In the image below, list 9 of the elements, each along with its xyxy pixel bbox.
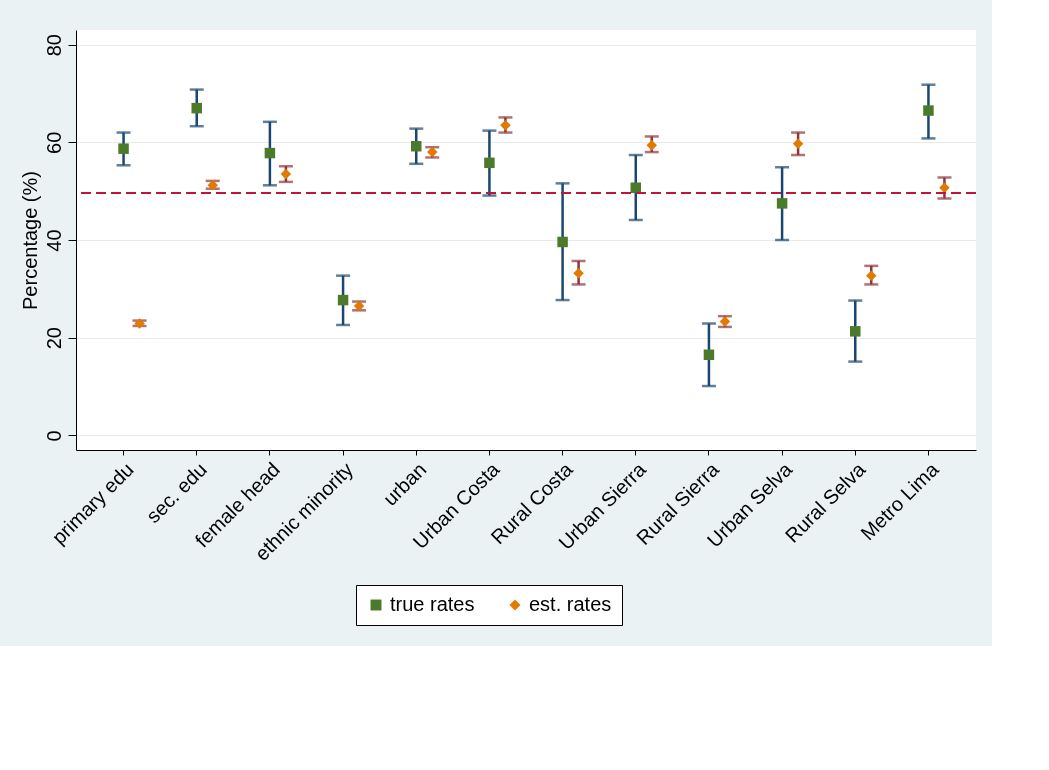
y-axis-title: Percentage (%) [18,171,41,310]
y-tick-label: 60 [42,131,65,154]
legend-label: true rates [390,593,475,615]
y-tick-label: 40 [42,229,65,252]
y-tick-label: 80 [42,34,65,57]
x-tick-label: sec. edu [141,458,211,528]
y-tick-label: 20 [42,327,65,350]
legend-label: est. rates [529,593,612,615]
y-tick-label: 0 [42,430,65,442]
